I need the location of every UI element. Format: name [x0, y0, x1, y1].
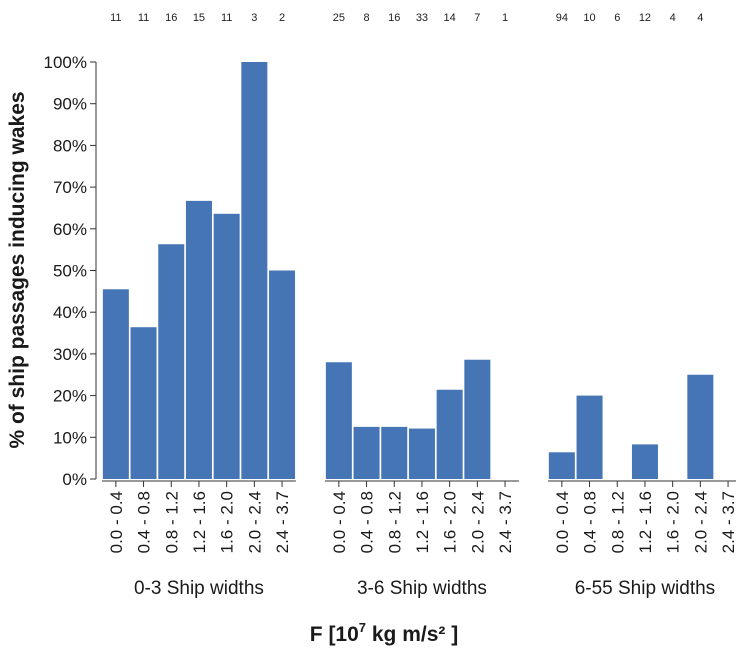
count-label: 3 — [251, 12, 257, 24]
x-tick-label: 1.2 - 1.6 — [636, 491, 655, 553]
count-label: 14 — [444, 12, 456, 24]
y-tick-label: 60% — [53, 220, 87, 239]
x-tick-label: 1.2 - 1.6 — [190, 491, 209, 553]
panel-label: 6-55 Ship widths — [575, 578, 715, 599]
x-tick-label: 1.6 - 2.0 — [218, 491, 237, 553]
y-tick-label: 50% — [53, 262, 87, 281]
count-label: 11 — [110, 12, 121, 24]
y-tick-label: 90% — [53, 95, 87, 114]
y-tick-label: 40% — [53, 303, 87, 322]
count-label: 11 — [221, 12, 232, 24]
x-axis-title-units: kg m/s² ] — [366, 623, 458, 646]
x-tick-label: 2.0 - 2.4 — [468, 491, 487, 553]
x-axis-title-text: F [10 — [310, 623, 359, 646]
x-tick-label: 0.8 - 1.2 — [162, 491, 181, 553]
count-label: 94 — [556, 12, 568, 24]
count-label: 12 — [639, 12, 651, 24]
count-label: 16 — [165, 12, 177, 24]
count-label: 7 — [474, 12, 480, 24]
bar — [576, 395, 603, 479]
bar — [408, 428, 435, 479]
x-tick-label: 0.4 - 0.8 — [358, 491, 377, 553]
x-tick-label: 2.4 - 3.7 — [273, 491, 292, 553]
count-label: 1 — [502, 12, 508, 24]
x-tick-label: 0.4 - 0.8 — [135, 491, 154, 553]
x-tick-label: 0.0 - 0.4 — [330, 491, 349, 553]
bar — [381, 426, 408, 479]
panel-label: 3-6 Ship widths — [357, 578, 487, 599]
count-label: 10 — [583, 12, 595, 24]
x-tick-label: 0.4 - 0.8 — [581, 491, 600, 553]
x-axes: 0.0 - 0.4 0.4 - 0.8 0.8 - 1.2 1.2 - 1.6 1.6 … — [102, 480, 736, 599]
count-label: 16 — [388, 12, 400, 24]
bar — [631, 444, 658, 479]
y-axis: 0% 10% 20% 30% 40% 50% 60% 70% 80% 90% 100% — [44, 53, 97, 489]
count-label: 4 — [697, 12, 703, 24]
bar — [241, 62, 268, 479]
bar — [213, 213, 240, 479]
bars-layer — [102, 62, 714, 479]
bar — [185, 200, 212, 479]
y-tick-label: 20% — [53, 387, 87, 406]
x-tick-label: 0.8 - 1.2 — [385, 491, 404, 553]
count-label: 11 — [138, 12, 149, 24]
bar — [269, 270, 296, 479]
count-label: 6 — [614, 12, 620, 24]
y-tick-label: 0% — [62, 470, 87, 489]
x-tick-label: 2.4 - 3.7 — [496, 491, 515, 553]
x-tick-label: 0.8 - 1.2 — [608, 491, 627, 553]
x-tick-label: 1.2 - 1.6 — [413, 491, 432, 553]
x-tick-label: 2.0 - 2.4 — [691, 491, 710, 553]
sample-counts: 11 11 16 15 11 3 2 25 8 16 33 14 7 1 94 10 6 12 4 4 — [110, 12, 703, 24]
y-tick-label: 70% — [53, 178, 87, 197]
x-axis-title-exponent: 7 — [359, 620, 366, 635]
x-tick-label: 1.6 - 2.0 — [441, 491, 460, 553]
y-tick-label: 10% — [53, 428, 87, 447]
bar — [130, 327, 157, 479]
y-tick-label: 80% — [53, 136, 87, 155]
y-axis-title: % of ship passages inducing wakes — [6, 91, 29, 448]
count-label: 15 — [193, 12, 205, 24]
count-label: 2 — [279, 12, 285, 24]
bar — [102, 289, 129, 479]
bar — [464, 359, 491, 479]
x-tick-label: 2.0 - 2.4 — [245, 491, 264, 553]
count-label: 25 — [333, 12, 345, 24]
panel-label: 0-3 Ship widths — [134, 578, 264, 599]
x-tick-label: 0.0 - 0.4 — [553, 491, 572, 553]
bar — [325, 362, 352, 479]
bar — [436, 389, 463, 479]
y-tick-label: 100% — [44, 53, 87, 72]
x-tick-label: 2.4 - 3.7 — [719, 491, 736, 553]
count-label: 33 — [416, 12, 428, 24]
x-tick-label: 1.6 - 2.0 — [664, 491, 683, 553]
y-tick-label: 30% — [53, 345, 87, 364]
bar — [548, 452, 575, 479]
bar — [353, 426, 380, 479]
count-label: 4 — [670, 12, 676, 24]
bar — [687, 374, 714, 479]
count-label: 8 — [363, 12, 369, 24]
x-axis-title: F [107 kg m/s² ] — [310, 620, 458, 646]
bar — [158, 244, 185, 479]
x-tick-label: 0.0 - 0.4 — [107, 491, 126, 553]
